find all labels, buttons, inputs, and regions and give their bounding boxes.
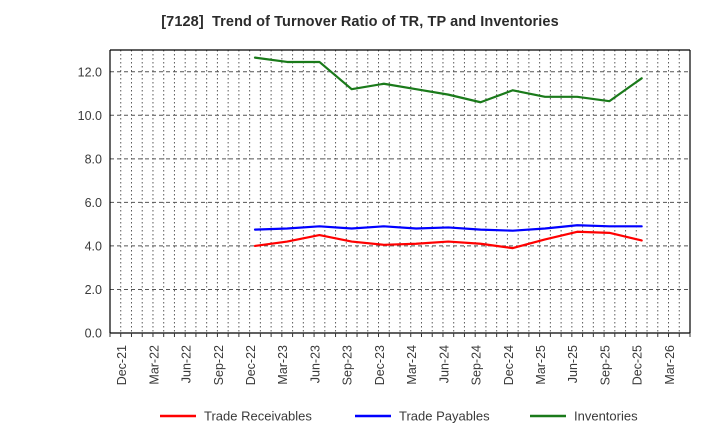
x-axis-tick-label: Sep-25 xyxy=(598,345,612,385)
x-axis-tick-label: Dec-25 xyxy=(631,345,645,385)
chart-title: [7128] Trend of Turnover Ratio of TR, TP… xyxy=(161,14,559,30)
x-axis-tick-label: Sep-22 xyxy=(212,345,226,385)
y-axis-tick-label: 6.0 xyxy=(85,196,102,210)
y-axis-tick-label: 0.0 xyxy=(85,327,102,341)
y-axis: 0.0 2.0 4.0 6.0 8.0 10.0 12.0 xyxy=(78,65,102,340)
x-axis-tick-label: Jun-22 xyxy=(180,345,194,383)
x-axis-tick-label: Jun-23 xyxy=(308,345,322,383)
x-axis-tick-label: Mar-24 xyxy=(405,345,419,385)
data-series-group xyxy=(253,56,643,250)
y-axis-tick-label: 12.0 xyxy=(78,65,102,79)
x-axis-tick-label: Mar-25 xyxy=(534,345,548,385)
chart-legend: Trade Receivables Trade Payables Inventori… xyxy=(160,409,638,424)
x-axis-tick-label: Dec-23 xyxy=(373,345,387,385)
y-axis-tick-label: 10.0 xyxy=(78,109,102,123)
x-axis-tick-label: Dec-24 xyxy=(502,345,516,385)
y-axis-tick-label: 2.0 xyxy=(85,283,102,297)
legend-label: Trade Receivables xyxy=(204,409,312,424)
series-line-trade-payables xyxy=(253,224,643,232)
x-axis-tick-label: Jun-25 xyxy=(566,345,580,383)
y-axis-tick-label: 8.0 xyxy=(85,152,102,166)
x-axis: Dec-21 Mar-22 Jun-22 Sep-22 Dec-22 Mar-23 Jun-… xyxy=(109,333,691,385)
x-axis-tick-label: Mar-23 xyxy=(276,345,290,385)
x-axis-tick-label: Mar-26 xyxy=(663,345,677,385)
horizontal-gridlines xyxy=(110,71,690,290)
x-axis-tick-label: Mar-22 xyxy=(147,345,161,385)
x-axis-tick-label: Dec-21 xyxy=(115,345,129,385)
x-axis-tick-label: Dec-22 xyxy=(244,345,258,385)
legend-label: Trade Payables xyxy=(399,409,490,424)
series-line-inventories xyxy=(253,56,643,104)
series-line-trade-receivables xyxy=(253,230,643,250)
x-axis-tick-label: Sep-24 xyxy=(470,345,484,385)
legend-label: Inventories xyxy=(574,409,638,424)
x-axis-tick-label: Jun-24 xyxy=(437,345,451,383)
y-axis-tick-label: 4.0 xyxy=(85,239,102,253)
x-axis-tick-label: Sep-23 xyxy=(341,345,355,385)
vertical-gridlines xyxy=(120,50,680,333)
